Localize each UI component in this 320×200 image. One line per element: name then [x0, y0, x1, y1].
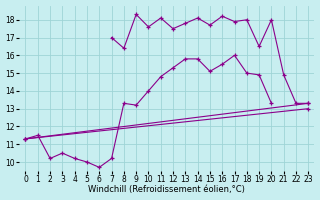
X-axis label: Windchill (Refroidissement éolien,°C): Windchill (Refroidissement éolien,°C)	[88, 185, 245, 194]
